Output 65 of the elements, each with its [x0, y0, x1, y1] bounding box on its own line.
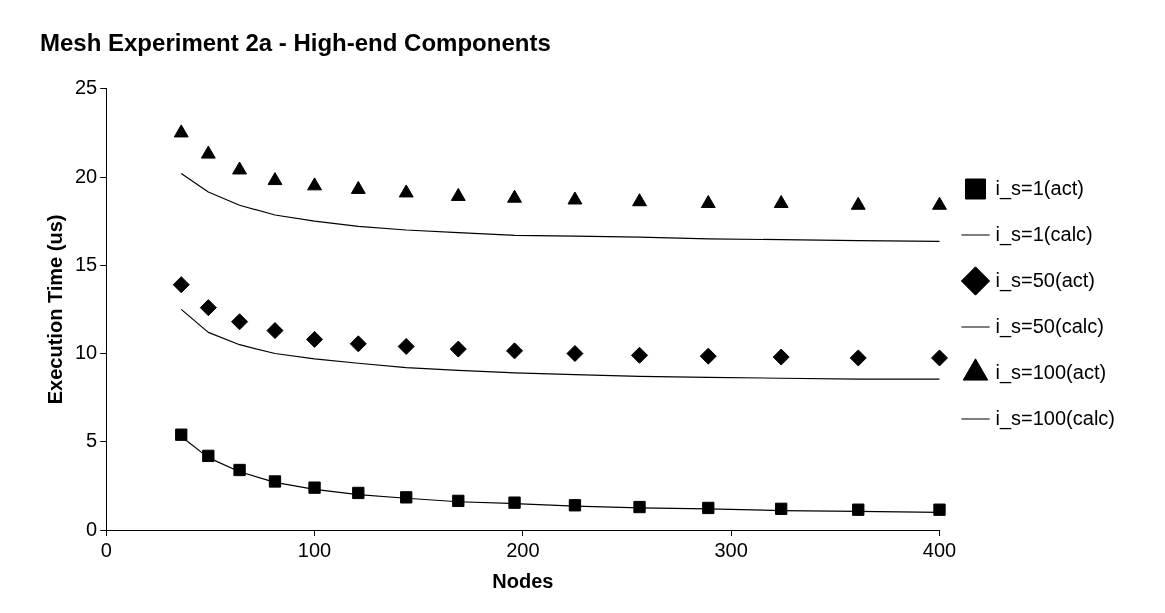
- point: [508, 496, 521, 509]
- point: [566, 345, 584, 363]
- x-tick-label: 300: [714, 538, 748, 561]
- point: [172, 276, 190, 294]
- point: [775, 502, 788, 515]
- legend-label: i_s=100(act): [995, 360, 1107, 384]
- y-tick-label: 15: [75, 252, 98, 275]
- point: [849, 349, 867, 367]
- point: [452, 494, 465, 508]
- point: [398, 184, 414, 198]
- point: [350, 180, 366, 194]
- point: [506, 342, 524, 360]
- x-tick-label: 400: [922, 538, 957, 561]
- point: [266, 322, 284, 340]
- y-tick-label: 25: [75, 76, 98, 99]
- point: [268, 475, 282, 488]
- point: [233, 463, 246, 477]
- point: [397, 337, 415, 355]
- y-tick-label: 10: [75, 341, 98, 364]
- point: [568, 499, 582, 512]
- point: [450, 187, 466, 201]
- legend-label: i_s=1(calc): [995, 222, 1093, 246]
- y-tick-label: 20: [75, 164, 98, 187]
- y-tick-label: 0: [86, 517, 98, 540]
- point: [852, 503, 865, 516]
- point: [633, 500, 646, 514]
- legend-label: i_s=100(calc): [995, 406, 1116, 430]
- point: [308, 481, 321, 494]
- legend-label: i_s=50(calc): [995, 314, 1104, 338]
- point: [507, 189, 522, 203]
- y-tick-label: 5: [86, 429, 98, 452]
- point: [199, 299, 217, 317]
- point: [400, 491, 413, 504]
- x-tick-label: 200: [506, 538, 540, 561]
- point: [173, 124, 189, 138]
- point: [932, 196, 947, 210]
- point: [306, 330, 324, 348]
- point: [307, 177, 322, 191]
- point: [352, 486, 365, 500]
- point: [931, 349, 948, 367]
- chart-title: Mesh Experiment 2a - High-end Components: [40, 29, 551, 57]
- x-tick-label: 0: [100, 538, 112, 561]
- point: [632, 193, 647, 207]
- legend-label: i_s=50(act): [995, 268, 1095, 292]
- point: [702, 501, 715, 515]
- point: [700, 195, 716, 209]
- point: [850, 196, 866, 210]
- point: [202, 449, 215, 463]
- point: [933, 503, 946, 516]
- point: [449, 340, 467, 358]
- x-tick-label: 100: [297, 538, 332, 561]
- point: [772, 348, 790, 366]
- legend-label: i_s=1(act): [995, 176, 1084, 200]
- point: [232, 161, 247, 175]
- point: [567, 191, 583, 205]
- point: [631, 346, 649, 364]
- point: [267, 172, 283, 186]
- point: [699, 347, 717, 365]
- y-axis-title: Execution Time (us): [43, 214, 66, 405]
- x-axis-title: Nodes: [492, 569, 554, 592]
- point: [175, 428, 188, 441]
- point: [349, 335, 367, 353]
- point: [231, 313, 249, 331]
- point: [773, 195, 789, 209]
- point: [200, 145, 216, 159]
